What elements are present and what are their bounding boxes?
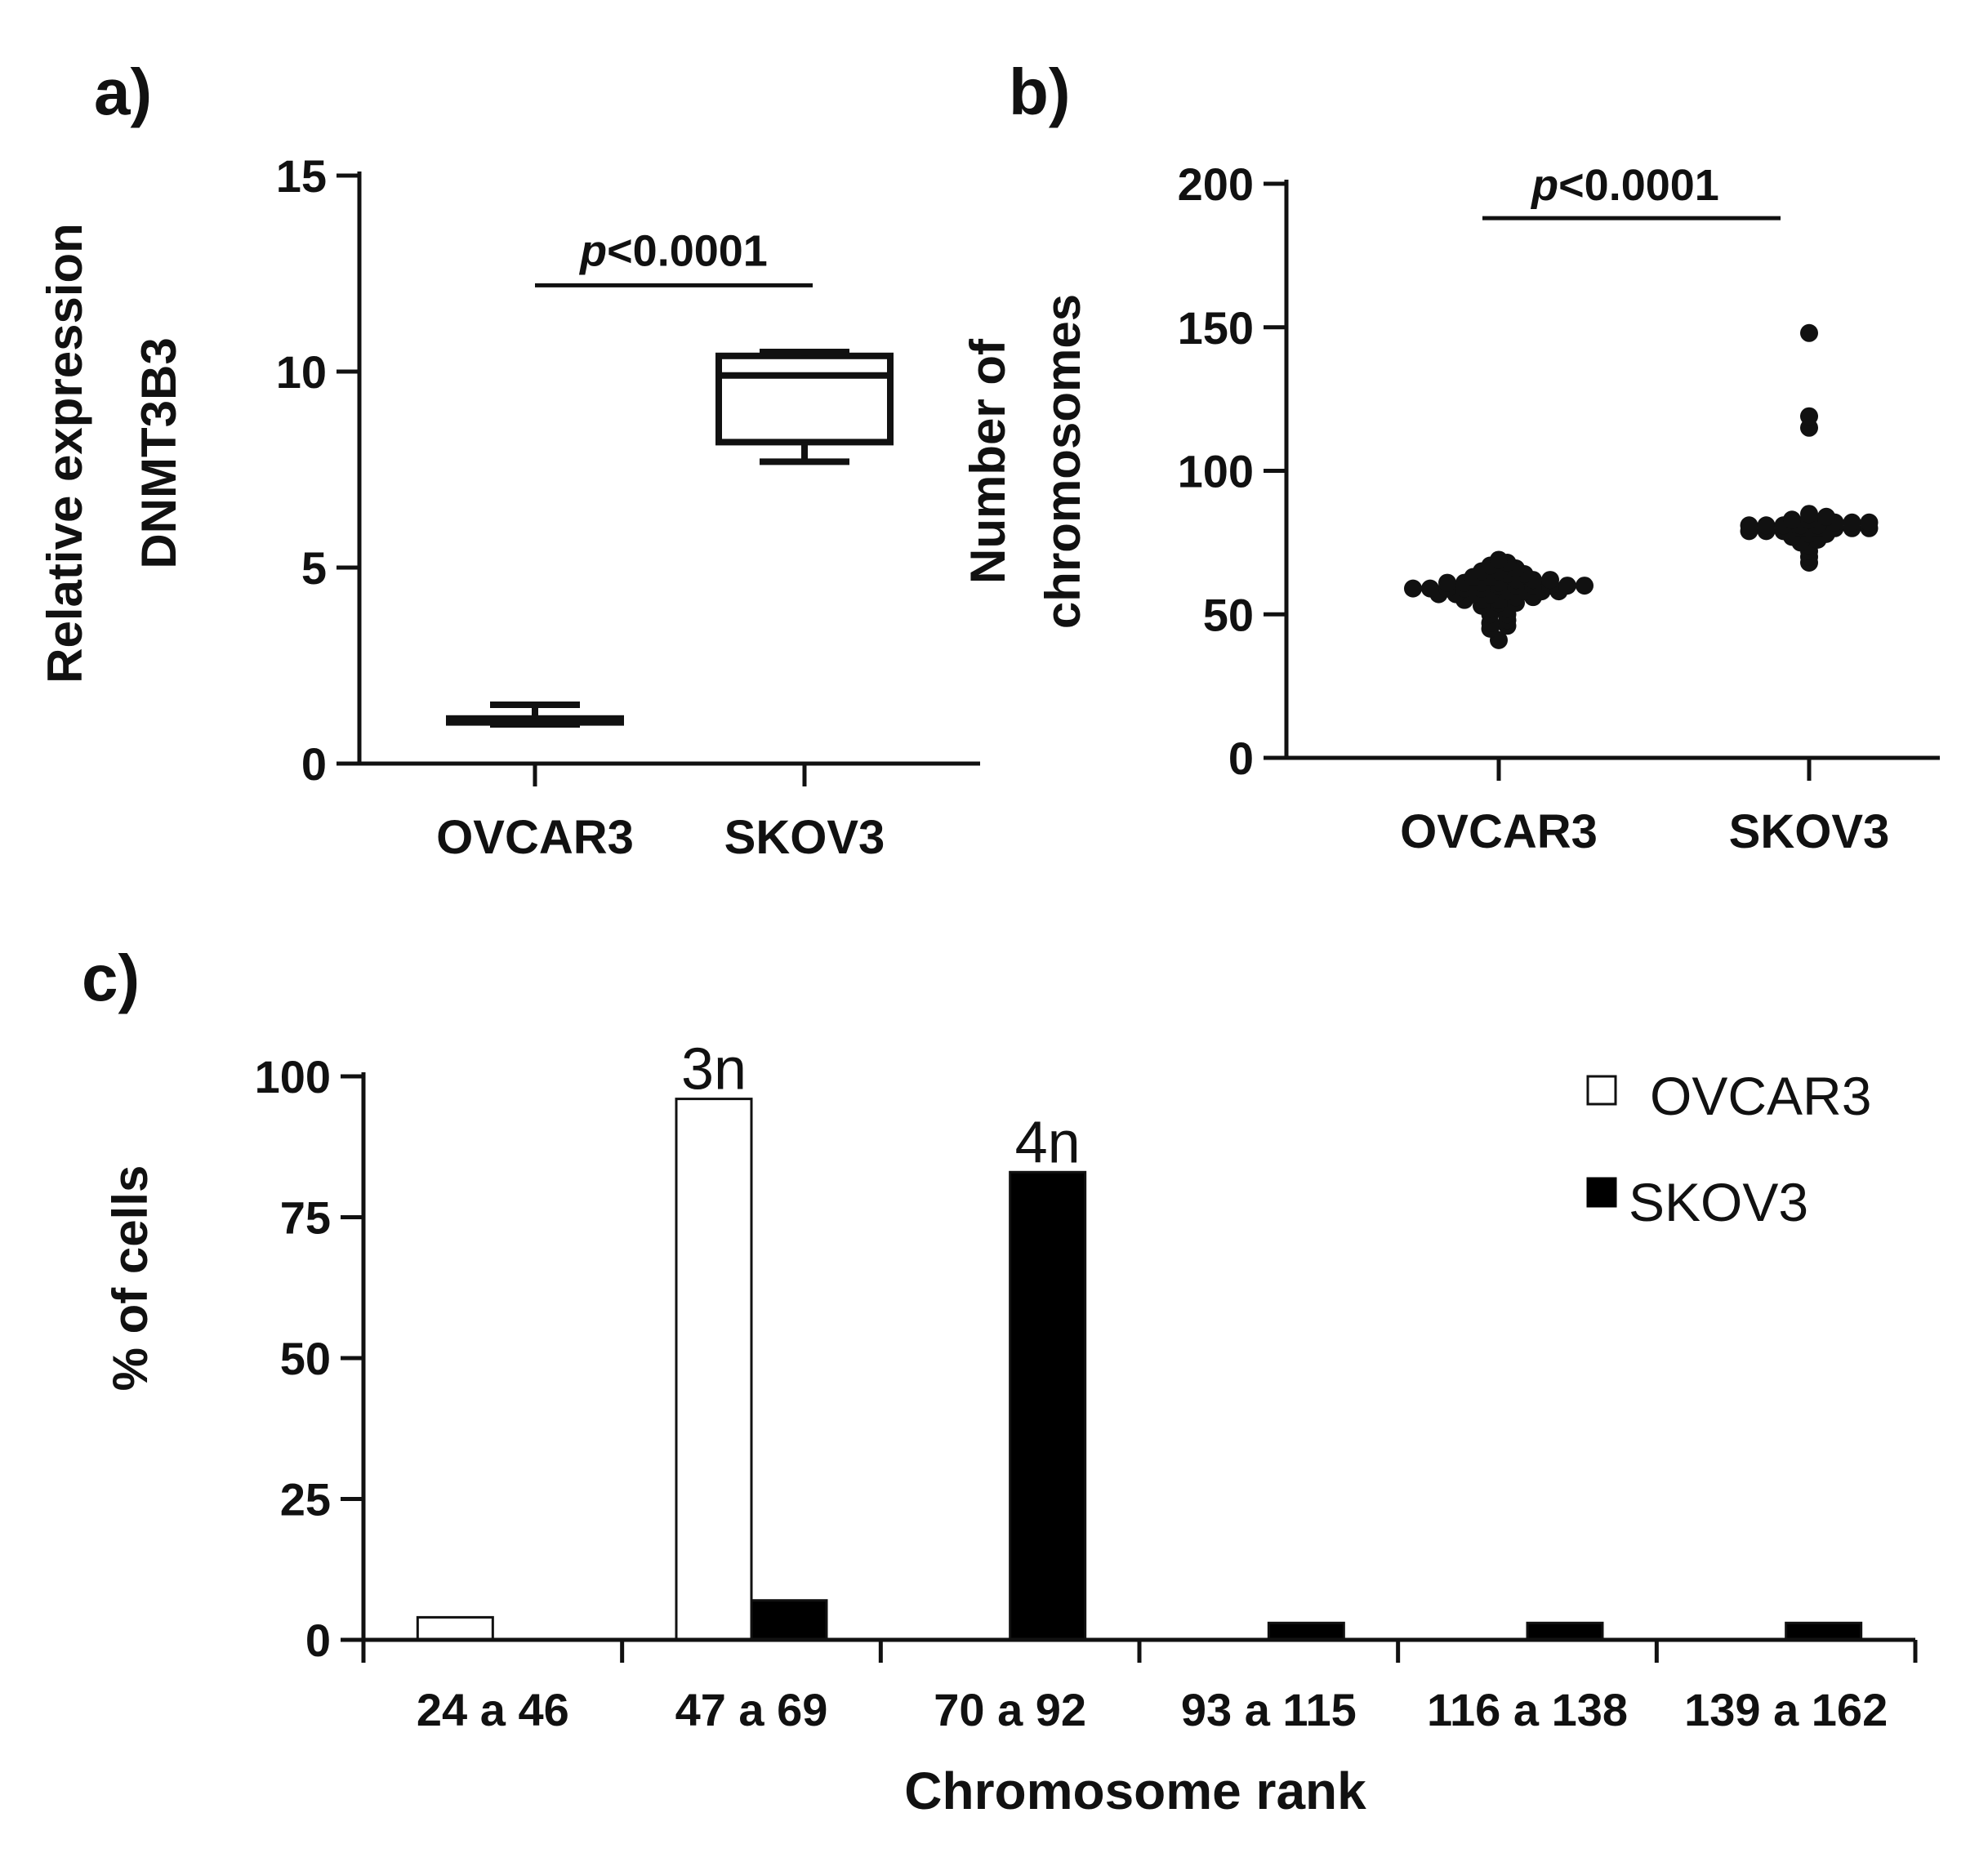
- panel-b-scatter-plot: b) Number of chromosomes 0 50 100 150 200 OV…: [961, 56, 1940, 858]
- bar-ovcar3: [675, 1098, 753, 1641]
- y-tick-label: 0: [301, 738, 327, 790]
- panel-a-boxes: [446, 349, 894, 728]
- points-skov3: [1740, 323, 1879, 572]
- data-point: [1757, 516, 1776, 535]
- y-tick-label: 25: [280, 1474, 331, 1526]
- x-tick-label: 70 a 92: [934, 1684, 1086, 1735]
- data-point: [1541, 571, 1559, 590]
- x-tick-label: 24 a 46: [417, 1684, 569, 1735]
- data-point: [1558, 577, 1576, 595]
- x-tick-label: 93 a 115: [1181, 1684, 1357, 1735]
- legend-label-skov3: SKOV3: [1629, 1172, 1808, 1232]
- x-tick-label: 47 a 69: [675, 1684, 828, 1735]
- y-tick-label: 50: [1203, 589, 1254, 640]
- legend-swatch-ovcar3: [1586, 1075, 1617, 1106]
- data-point: [1843, 513, 1861, 532]
- x-tick-label-ovcar3: OVCAR3: [1400, 805, 1598, 858]
- x-tick-label: 139 a 162: [1684, 1684, 1888, 1735]
- data-point: [1740, 516, 1758, 535]
- data-point: [1817, 507, 1835, 526]
- y-tick-label: 100: [255, 1051, 331, 1102]
- bar-annotation: 3n: [681, 1037, 747, 1102]
- panel-b-label: b): [1009, 56, 1071, 128]
- y-tick-label: 75: [280, 1192, 331, 1244]
- x-tick-label-ovcar3: OVCAR3: [436, 811, 634, 864]
- panel-a-box-plot: a) Relative expression DNMT3B3 0 5 10 15 OV…: [38, 56, 980, 864]
- box-ovcar3: [446, 702, 624, 728]
- data-point: [1800, 505, 1818, 523]
- data-point: [1404, 579, 1422, 598]
- bar-skov3: [1267, 1621, 1345, 1641]
- panel-c-legend: OVCAR3 SKOV3: [1586, 1066, 1871, 1232]
- data-point: [1421, 579, 1439, 598]
- data-point: [1438, 573, 1456, 592]
- panel-a-ylabel-line1: Relative expression: [38, 223, 92, 684]
- bar-skov3: [1009, 1170, 1087, 1641]
- panel-c-y-axis-ticks: 0 25 50 75 100: [255, 1051, 363, 1666]
- data-point: [1800, 323, 1818, 342]
- panel-c-ylabel: % of cells: [103, 1165, 158, 1392]
- bars-ovcar3: [416, 1098, 753, 1641]
- box-skov3: [715, 349, 894, 465]
- bar-skov3: [750, 1599, 828, 1641]
- panel-c-bar-labels: 3n 4n: [681, 1037, 1081, 1176]
- y-tick-label: 5: [301, 542, 327, 594]
- panel-b-x-axis-ticks: OVCAR3 SKOV3: [1400, 758, 1889, 858]
- x-tick-label-skov3: SKOV3: [1729, 805, 1890, 858]
- legend-swatch-skov3: [1586, 1177, 1617, 1208]
- x-tick-label: 116 a 138: [1427, 1684, 1628, 1735]
- panel-c-bar-chart: c) % of cells Chromosome rank 0 25 50 75 100…: [82, 942, 1918, 1820]
- data-point: [1800, 407, 1818, 425]
- box-body: [715, 352, 894, 446]
- bar-ovcar3: [416, 1615, 494, 1641]
- x-tick-label-skov3: SKOV3: [724, 811, 885, 864]
- y-tick-label: 200: [1178, 158, 1254, 210]
- y-tick-label: 15: [276, 150, 327, 202]
- points-ovcar3: [1404, 550, 1594, 649]
- bar-annotation: 4n: [1015, 1110, 1081, 1175]
- bars-skov3: [750, 1170, 1863, 1641]
- y-tick-label: 50: [280, 1333, 331, 1384]
- y-tick-label: 150: [1178, 302, 1254, 354]
- panel-b-ylabel-line2: chromosomes: [1036, 294, 1090, 629]
- panel-c-xlabel: Chromosome rank: [904, 1762, 1366, 1820]
- panel-c-label: c): [82, 942, 140, 1014]
- panel-a-x-axis-ticks: OVCAR3 SKOV3: [436, 764, 885, 864]
- y-tick-label: 0: [1228, 733, 1254, 784]
- y-tick-label: 0: [305, 1615, 331, 1666]
- panel-b-significance-label: p<0.0001: [1530, 161, 1719, 210]
- panel-c-x-axis-ticks: 24 a 46 47 a 69 70 a 92 93 a 115 116 a 138 13…: [361, 1640, 1918, 1735]
- panel-a-significance-label: p<0.0001: [578, 226, 768, 275]
- panel-c-bars: [416, 1098, 1863, 1641]
- data-point: [1860, 513, 1879, 532]
- bar-skov3: [1526, 1621, 1604, 1641]
- panel-b-y-axis-ticks: 0 50 100 150 200: [1178, 158, 1286, 784]
- panel-a-label: a): [94, 56, 152, 128]
- legend-label-ovcar3: OVCAR3: [1650, 1066, 1871, 1126]
- panel-b-points: [1404, 323, 1879, 649]
- y-tick-label: 10: [276, 346, 327, 398]
- bar-skov3: [1785, 1621, 1863, 1641]
- data-point: [1490, 550, 1508, 569]
- data-point: [1576, 577, 1594, 595]
- y-tick-label: 100: [1178, 446, 1254, 497]
- data-point: [1783, 510, 1801, 529]
- panel-b-ylabel-line1: Number of: [961, 338, 1015, 584]
- panel-a-ylabel-line2: DNMT3B3: [131, 337, 186, 568]
- panel-a-y-axis-ticks: 0 5 10 15: [276, 150, 359, 790]
